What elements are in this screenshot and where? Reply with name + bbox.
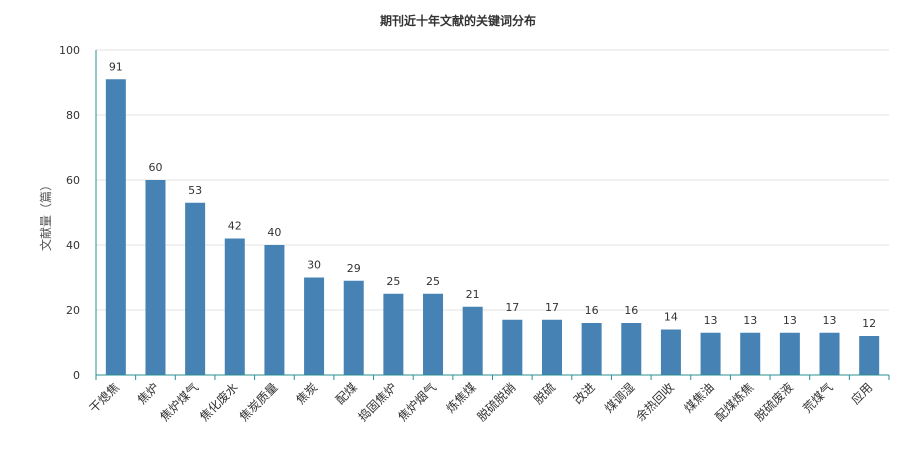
x-tick-label: 焦炭 <box>293 380 320 407</box>
bar[interactable] <box>740 332 761 375</box>
y-tick-label: 60 <box>66 174 80 187</box>
value-label: 14 <box>664 311 678 324</box>
value-label: 16 <box>624 304 638 317</box>
axes <box>95 50 890 380</box>
x-tick-label: 荒煤气 <box>800 380 836 416</box>
value-label: 13 <box>823 314 837 327</box>
x-tick-label: 余热回收 <box>632 380 677 425</box>
x-tick-label: 配煤炼焦 <box>712 380 757 425</box>
value-label: 16 <box>585 304 599 317</box>
x-tick-label: 煤调湿 <box>601 380 637 416</box>
bar[interactable] <box>819 332 840 375</box>
x-tick-label: 配煤 <box>333 380 360 407</box>
bar[interactable] <box>700 332 721 375</box>
bar[interactable] <box>224 238 245 376</box>
value-label: 29 <box>347 262 361 275</box>
value-label: 25 <box>426 275 440 288</box>
value-label: 60 <box>148 161 162 174</box>
bar[interactable] <box>105 79 126 375</box>
bars <box>105 79 880 376</box>
bar[interactable] <box>145 180 166 375</box>
x-tick-label: 改进 <box>571 380 598 407</box>
bar[interactable] <box>660 329 681 376</box>
chart-title: 期刊近十年文献的关键词分布 <box>380 13 536 28</box>
x-tick-label: 焦化废水 <box>196 380 241 425</box>
value-label: 21 <box>466 288 480 301</box>
x-tick-label: 焦炉煤气 <box>157 380 202 425</box>
bar[interactable] <box>541 319 562 375</box>
bar[interactable] <box>621 323 642 375</box>
x-tick-label: 炼焦煤 <box>443 380 479 416</box>
x-tick-label: 脱硫废液 <box>751 380 796 425</box>
bar[interactable] <box>502 319 523 375</box>
bar[interactable] <box>462 306 483 375</box>
bar[interactable] <box>343 280 364 375</box>
x-tick-label: 捣固焦炉 <box>355 380 400 425</box>
value-label: 42 <box>228 220 242 233</box>
x-tick-label: 焦炉 <box>135 380 162 407</box>
x-tick-label: 脱硫 <box>531 380 559 408</box>
x-tick-label: 应用 <box>848 380 876 408</box>
value-label: 40 <box>267 226 281 239</box>
y-tick-label: 80 <box>66 109 80 122</box>
value-label: 13 <box>743 314 757 327</box>
value-label: 25 <box>386 275 400 288</box>
x-tick-label: 焦炉烟气 <box>395 380 440 425</box>
value-label: 30 <box>307 259 321 272</box>
x-tick-label: 脱硫脱硝 <box>474 380 519 425</box>
bar[interactable] <box>264 245 285 375</box>
gridlines <box>96 49 889 311</box>
y-tick-label: 100 <box>59 44 80 57</box>
y-tick-label: 40 <box>66 239 80 252</box>
bar[interactable] <box>304 277 325 376</box>
bar[interactable] <box>423 293 444 375</box>
value-label: 13 <box>783 314 797 327</box>
y-tick-label: 20 <box>66 304 80 317</box>
value-label: 53 <box>188 184 202 197</box>
value-label: 13 <box>704 314 718 327</box>
x-tick-label: 焦炭质量 <box>237 380 281 424</box>
value-label: 17 <box>505 301 519 314</box>
bar[interactable] <box>383 293 404 375</box>
x-tick-label: 干熄焦 <box>87 380 122 415</box>
bar[interactable] <box>779 332 800 375</box>
y-axis-label: 文献量（篇） <box>38 179 53 251</box>
value-label: 17 <box>545 301 559 314</box>
bar[interactable] <box>185 202 206 375</box>
bar[interactable] <box>581 323 602 375</box>
y-tick-label: 0 <box>73 369 80 382</box>
value-label: 91 <box>109 60 123 73</box>
value-label: 12 <box>862 317 876 330</box>
bar[interactable] <box>859 336 880 375</box>
x-tick-label: 煤焦油 <box>681 380 716 415</box>
